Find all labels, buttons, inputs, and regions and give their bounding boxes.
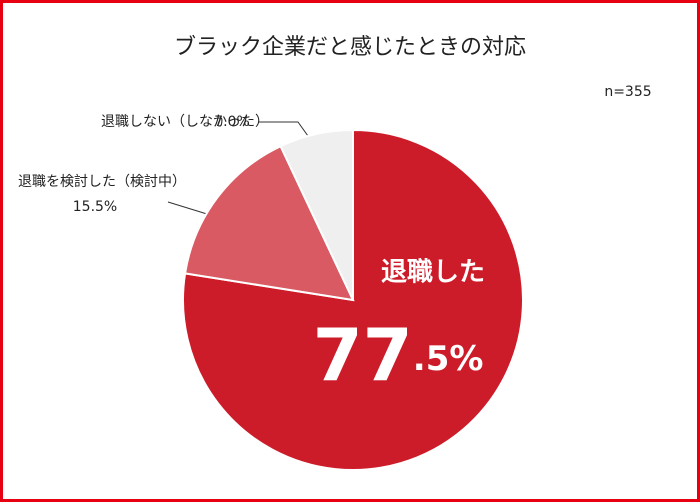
- chart-title: ブラック企業だと感じたときの対応: [174, 35, 526, 60]
- pie-slice: [183, 144, 355, 302]
- pie: [182, 128, 524, 471]
- slice-label: 退職を検討した（検討中）: [18, 174, 186, 190]
- slice-value: 7.0%: [214, 114, 250, 130]
- slice-label: 退職した: [381, 258, 485, 288]
- pie-slice: [279, 128, 354, 301]
- slice-value: 15.5%: [73, 199, 117, 215]
- slice-value: 77.5%: [313, 313, 484, 397]
- slice-label: 退職しない（しなかった）: [101, 114, 269, 130]
- sample-size: n=355: [604, 84, 651, 100]
